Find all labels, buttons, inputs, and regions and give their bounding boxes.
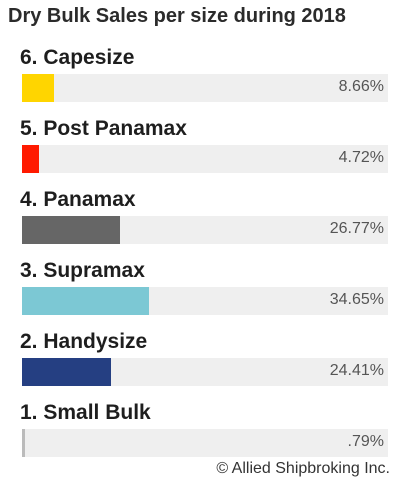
value-label: 8.66% bbox=[338, 78, 384, 95]
chart-title: Dry Bulk Sales per size during 2018 bbox=[8, 5, 346, 27]
category-label: 2. Handysize bbox=[20, 330, 148, 353]
bar-row: 3. Supramax 34.65% bbox=[0, 259, 400, 329]
category-label: 4. Panamax bbox=[20, 188, 136, 211]
value-label: 26.77% bbox=[329, 220, 384, 237]
bar bbox=[22, 287, 149, 315]
bar-row: 6. Capesize 8.66% bbox=[0, 46, 400, 116]
category-label: 1. Small Bulk bbox=[20, 401, 151, 424]
value-label: 4.72% bbox=[338, 149, 384, 166]
bar-track: 24.41% bbox=[22, 358, 388, 386]
bar-row: 4. Panamax 26.77% bbox=[0, 188, 400, 258]
copyright-footer: © Allied Shipbroking Inc. bbox=[216, 460, 390, 477]
bar bbox=[22, 145, 39, 173]
bar bbox=[22, 429, 25, 457]
bar-track: 8.66% bbox=[22, 74, 388, 102]
value-label: 24.41% bbox=[329, 362, 384, 379]
bar-row: 1. Small Bulk .79% bbox=[0, 401, 400, 471]
bar bbox=[22, 74, 54, 102]
bar-track: 4.72% bbox=[22, 145, 388, 173]
category-label: 5. Post Panamax bbox=[20, 117, 187, 140]
bar-track: .79% bbox=[22, 429, 388, 457]
category-label: 6. Capesize bbox=[20, 46, 135, 69]
category-label: 3. Supramax bbox=[20, 259, 145, 282]
bar-row: 2. Handysize 24.41% bbox=[0, 330, 400, 400]
value-label: 34.65% bbox=[329, 291, 384, 308]
value-label: .79% bbox=[347, 433, 384, 450]
bar bbox=[22, 216, 120, 244]
bar-track: 26.77% bbox=[22, 216, 388, 244]
bar bbox=[22, 358, 111, 386]
bar-row: 5. Post Panamax 4.72% bbox=[0, 117, 400, 187]
bar-track: 34.65% bbox=[22, 287, 388, 315]
